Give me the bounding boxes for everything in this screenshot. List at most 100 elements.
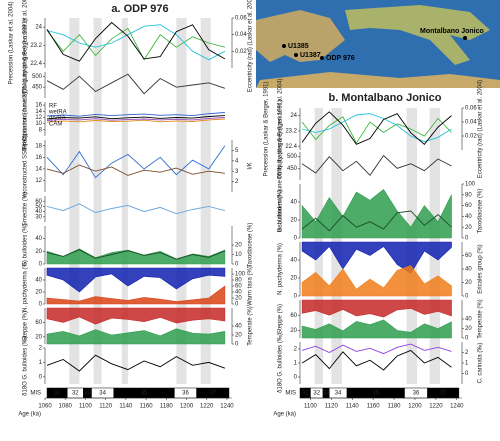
y-tick-label: 0 [294, 294, 298, 300]
y-axis-label: Steppe (%) [23, 311, 29, 341]
y-tick-label: 0 [294, 375, 298, 381]
y2-tick-label: 0.06 [235, 16, 247, 22]
site [282, 44, 286, 48]
y-tick-label: 1 [39, 360, 43, 366]
y2-tick-label: 0 [465, 294, 469, 300]
y3-axis-label: Precession (Laskar & Berger, 1991) [264, 81, 270, 176]
y-tick-label: 0 [39, 262, 43, 268]
line [301, 154, 452, 177]
y2-tick-label: 10 [235, 252, 242, 258]
y3-axis-label: Precession (Laskar et al. 2004) [9, 1, 15, 84]
y-axis-label: G. bulloides (%) [278, 190, 284, 233]
y-tick-label: 16 [35, 155, 42, 161]
y2-tick-label: 20 [235, 296, 242, 302]
x-tick-label: 1240 [220, 404, 234, 410]
panel-title: b. Montalbano Jonico [328, 92, 441, 104]
area [46, 307, 226, 325]
y-axis-label: Insolation mid-June 37°N (Laskar & Berge… [23, 19, 29, 151]
y-tick-label: 2 [294, 347, 298, 353]
x-tick-label: 1180 [160, 404, 174, 410]
line [301, 343, 452, 355]
y-tick-label: 60 [35, 199, 42, 205]
y2-tick-label: 40 [235, 290, 242, 296]
y2-axis-label: Eccentricity (rad) (Laskar et al. 2004) [478, 80, 484, 178]
x-axis-label: Age (ka) [18, 412, 41, 418]
panel-title: a. ODP 976 [111, 3, 168, 15]
y2-tick-label: 60 [465, 203, 472, 209]
y2-axis-label: Taxodiaceae (%) [478, 189, 484, 234]
x-tick-label: 1100 [304, 404, 318, 410]
mis-stage-label: 36 [182, 391, 189, 397]
y-tick-label: 40 [290, 200, 297, 206]
mis-stage-label: 36 [413, 391, 420, 397]
y-tick-label: 24 [290, 113, 297, 119]
y-tick-label: 60 [35, 320, 42, 326]
y2-tick-label: 0 [235, 262, 239, 268]
y2-tick-label: 40 [235, 324, 242, 330]
site [294, 53, 298, 57]
y2-tick-label: 60 [235, 284, 242, 290]
land [345, 5, 490, 65]
y-axis-label: δ18O G. bulloides (‰) [278, 333, 284, 393]
y-tick-label: 40 [35, 209, 42, 215]
site-label: U1385 [288, 43, 309, 50]
line [46, 21, 226, 62]
line [301, 210, 452, 232]
x-tick-label: 1140 [119, 404, 133, 410]
y-tick-label: 14 [35, 166, 42, 172]
mis-stage-label: 37 [440, 391, 447, 397]
y2-tick-label: 0 [235, 302, 239, 308]
y2-tick-label: 1 [465, 361, 469, 367]
mis-stage-label: 34 [335, 391, 342, 397]
y-tick-label: 20 [290, 328, 297, 334]
mis-stage-label: 32 [313, 391, 320, 397]
x-tick-label: 1100 [79, 404, 93, 410]
glacial-band [69, 18, 80, 384]
y2-axis-label: Temperate (%) [478, 299, 484, 338]
y-tick-label: 60 [290, 313, 297, 319]
y-tick-label: 0 [39, 374, 43, 380]
y-tick-label: 450 [32, 85, 43, 91]
x-tick-label: 1240 [450, 404, 464, 410]
mis-stage-label: 33 [323, 391, 330, 397]
mis-stage-label: 35 [141, 391, 148, 397]
y-axis-label: reconstructed SST (°C) [23, 135, 29, 197]
y-axis-label: N. pachyderma (%) [278, 243, 284, 295]
y2-tick-label: 0 [465, 236, 469, 242]
y-tick-label: 0 [294, 236, 298, 242]
y2-tick-label: 80 [465, 192, 472, 198]
mis-stage-label: 35 [372, 391, 379, 397]
y2-tick-label: 40 [465, 267, 472, 273]
map: U1385 U1387 ODP 976 Montalbano Jonico [256, 0, 500, 88]
y-tick-label: 40 [290, 258, 297, 264]
y-axis-label: G. bulloides (%) [23, 224, 29, 267]
mis-stage-label: 31 [302, 391, 309, 397]
mis-stage-label: 34 [99, 391, 106, 397]
line [46, 118, 225, 123]
site-label: ODP 976 [326, 55, 355, 62]
mis-stage-label: 31 [54, 391, 61, 397]
y-tick-label: 18 [35, 143, 42, 149]
area [46, 248, 226, 265]
y-tick-label: 1 [294, 361, 298, 367]
x-axis-label: Age (ka) [273, 412, 296, 418]
y2-axis-label: C. carinata (‰) [478, 343, 484, 384]
site [320, 56, 324, 60]
y-tick-label: 40 [35, 278, 42, 284]
x-tick-label: 1120 [325, 404, 339, 410]
glacial-band [93, 18, 102, 384]
line [46, 27, 226, 61]
y-tick-label: 20 [290, 276, 297, 282]
y-axis-label: Steppe (%) [278, 304, 284, 334]
legend-entry: CAM [49, 122, 62, 128]
y-tick-label: 14 [35, 109, 42, 115]
y2-tick-label: 0 [465, 371, 469, 377]
y2-tick-label: 20 [235, 333, 242, 339]
line [301, 111, 452, 145]
x-tick-label: 1220 [200, 404, 214, 410]
y-tick-label: 40 [35, 236, 42, 242]
y-tick-label: 12 [35, 178, 42, 184]
y2-axis-label: I/K [248, 162, 254, 169]
y2-tick-label: 0.04 [235, 32, 247, 38]
site-label: Montalbano Jonico [420, 28, 484, 35]
